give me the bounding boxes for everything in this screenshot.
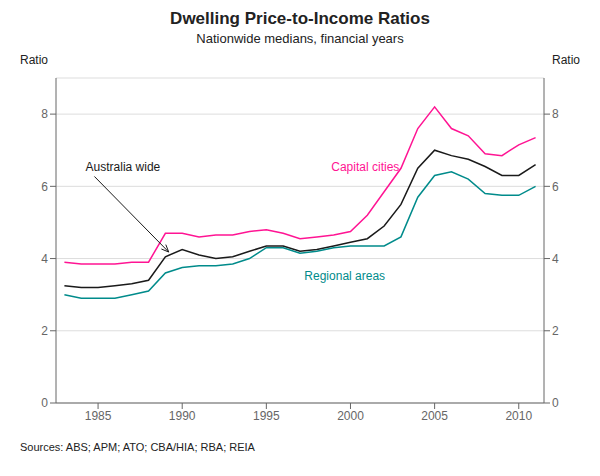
svg-text:2000: 2000 [337,409,364,423]
svg-text:2005: 2005 [421,409,448,423]
svg-text:1995: 1995 [253,409,280,423]
svg-text:Australia wide: Australia wide [86,160,161,174]
svg-text:Capital cities: Capital cities [331,160,399,174]
html-text:Nationwide medians, financial: Nationwide medians, financial years [196,31,404,46]
svg-text:8: 8 [552,107,559,121]
html-text:Dwelling Price-to-Income Ratio: Dwelling Price-to-Income Ratios [170,9,430,28]
svg-text:1990: 1990 [169,409,196,423]
html-text:Ratio: Ratio [20,53,48,67]
svg-text:2: 2 [41,324,48,338]
html-text:Sources: ABS; APM; ATO; CBA/HI: Sources: ABS; APM; ATO; CBA/HIA; RBA; RE… [20,441,255,453]
svg-text:4: 4 [552,252,559,266]
svg-text:6: 6 [41,180,48,194]
svg-text:6: 6 [552,180,559,194]
svg-text:0: 0 [552,396,559,410]
svg-text:Regional areas: Regional areas [304,269,385,283]
svg-text:1985: 1985 [85,409,112,423]
svg-text:2010: 2010 [505,409,532,423]
svg-text:0: 0 [41,396,48,410]
svg-text:4: 4 [41,252,48,266]
svg-text:2: 2 [552,324,559,338]
svg-text:8: 8 [41,107,48,121]
html-text:Ratio: Ratio [552,53,580,67]
